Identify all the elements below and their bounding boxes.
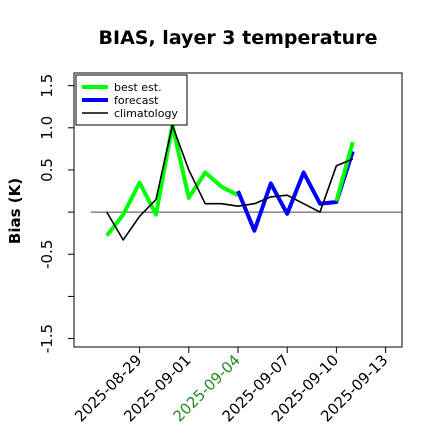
x-axis: 2025-08-292025-09-012025-09-042025-09-07… [71, 347, 391, 425]
legend-label-forecast: forecast [114, 94, 159, 107]
series-group [105, 123, 355, 241]
legend-label-climatology: climatology [114, 107, 178, 120]
y-tick-label: 1.5 [38, 74, 56, 98]
chart-title: BIAS, layer 3 temperature [99, 27, 378, 49]
y-tick-label: -1.5 [38, 324, 56, 353]
y-tick-label: 0.5 [38, 158, 56, 182]
y-axis: -1.5 -0.5 0.5 1.0 1.5 [38, 74, 74, 353]
series-line-forecast-1 [236, 150, 355, 233]
series-line-best-est-2 [334, 141, 355, 202]
y-axis-label: Bias (K) [6, 178, 24, 244]
y-tick-label: -0.5 [38, 240, 56, 269]
series-line-best-est-0 [105, 123, 239, 237]
y-tick-label: 1.0 [38, 116, 56, 140]
legend-label-best-est: best est. [114, 81, 162, 94]
series-line-climatology-3 [106, 124, 354, 241]
